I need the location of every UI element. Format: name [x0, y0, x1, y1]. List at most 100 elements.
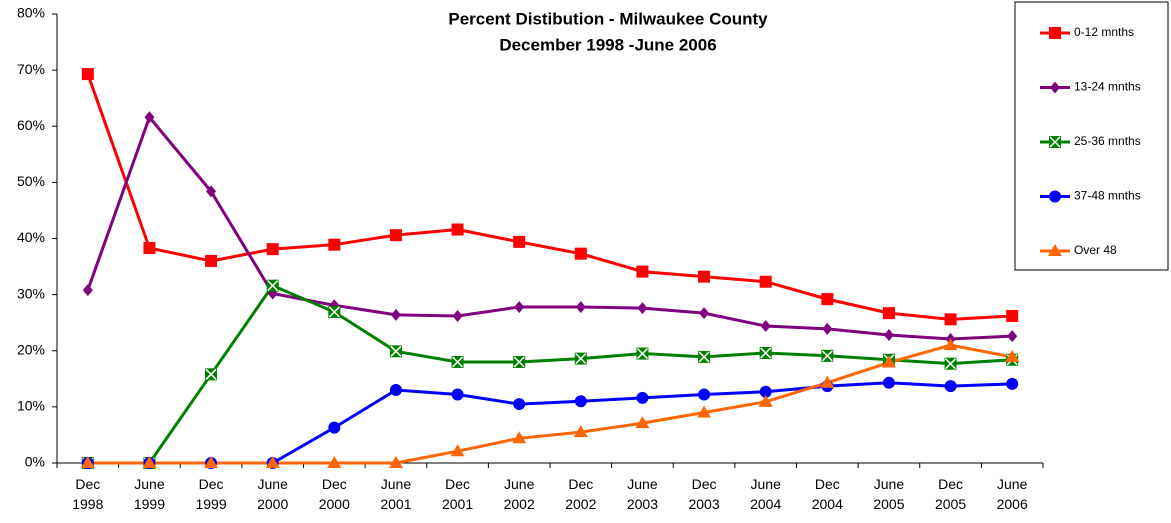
marker	[451, 223, 464, 236]
marker	[451, 388, 464, 401]
marker	[327, 456, 342, 468]
series-line	[87, 343, 1013, 465]
marker-cross	[1049, 136, 1061, 148]
marker	[574, 395, 587, 408]
y-tick-label: 40%	[17, 229, 45, 245]
x-tick-label: Dec 2004	[812, 476, 843, 512]
marker	[513, 398, 526, 411]
marker	[328, 238, 341, 251]
marker	[80, 456, 95, 468]
x-tick-label: June 2004	[750, 476, 781, 512]
x-tick-label: June 1999	[134, 476, 165, 512]
marker	[759, 275, 772, 288]
marker	[637, 302, 648, 315]
marker	[266, 243, 279, 256]
marker	[574, 352, 587, 365]
marker-cross	[636, 348, 648, 360]
marker	[512, 431, 527, 444]
marker	[389, 384, 402, 397]
y-tick-label: 50%	[17, 173, 45, 189]
chart-title: Percent Distibution - Milwaukee County	[448, 9, 768, 28]
marker-cross	[205, 368, 217, 380]
marker	[1049, 190, 1061, 203]
chart-subtitle: December 1998 -June 2006	[499, 35, 716, 54]
series-line	[87, 283, 1013, 465]
marker	[1049, 27, 1061, 39]
marker	[698, 350, 711, 363]
marker	[575, 300, 586, 313]
marker	[451, 355, 464, 368]
marker-cross	[760, 347, 772, 359]
marker	[452, 309, 463, 322]
marker	[1050, 81, 1060, 94]
y-tick-label: 60%	[17, 117, 45, 133]
marker	[513, 355, 526, 368]
x-tick-label: June 2006	[997, 476, 1028, 512]
marker	[759, 385, 772, 398]
marker	[635, 416, 650, 429]
x-tick-label: June 2001	[380, 476, 411, 512]
marker	[822, 322, 833, 335]
y-tick-label: 10%	[17, 398, 45, 414]
marker	[758, 394, 773, 407]
marker	[204, 456, 219, 468]
marker	[760, 320, 771, 333]
marker	[1049, 136, 1061, 148]
marker	[1048, 244, 1062, 256]
marker	[943, 338, 958, 351]
legend-label: Over 48	[1074, 243, 1117, 257]
marker-cross	[390, 345, 402, 357]
marker-cross	[452, 356, 464, 368]
marker	[266, 279, 279, 292]
marker	[698, 270, 711, 283]
marker	[265, 456, 280, 468]
marker	[1006, 309, 1019, 322]
marker	[573, 425, 588, 438]
x-tick-label: Dec 2005	[935, 476, 966, 512]
y-tick-label: 20%	[17, 341, 45, 357]
marker	[881, 355, 896, 368]
marker	[514, 300, 525, 313]
marker	[883, 329, 894, 342]
x-tick-label: June 2005	[873, 476, 904, 512]
x-tick-label: Dec 2002	[565, 476, 596, 512]
y-tick-label: 0%	[25, 454, 45, 470]
legend-label: 13-24 mnths	[1074, 80, 1141, 94]
marker	[698, 388, 711, 401]
marker	[81, 68, 94, 81]
y-tick-label: 80%	[17, 5, 45, 21]
marker	[1005, 349, 1020, 362]
marker	[636, 347, 649, 360]
marker	[1007, 330, 1018, 343]
marker-cross	[821, 350, 833, 362]
marker-cross	[575, 353, 587, 365]
marker	[205, 254, 218, 267]
x-tick-label: June 2003	[627, 476, 658, 512]
x-tick-label: Dec 1999	[195, 476, 226, 512]
marker	[82, 284, 93, 297]
y-tick-label: 70%	[17, 61, 45, 77]
marker	[944, 380, 957, 393]
marker	[206, 185, 217, 198]
marker	[944, 313, 957, 326]
legend-label: 25-36 mnths	[1074, 134, 1141, 148]
marker	[1006, 377, 1019, 390]
series-line	[86, 114, 1013, 341]
series-line	[86, 73, 1013, 321]
marker-cross	[698, 351, 710, 363]
marker	[759, 346, 772, 359]
marker	[388, 456, 403, 468]
marker	[821, 293, 834, 306]
legend-label: 0-12 mnths	[1074, 25, 1134, 39]
marker	[882, 307, 895, 320]
marker	[390, 308, 401, 321]
marker	[328, 421, 341, 434]
x-tick-label: June 2002	[504, 476, 535, 512]
x-tick-label: Dec 2003	[688, 476, 719, 512]
marker-cross	[513, 356, 525, 368]
marker	[574, 247, 587, 260]
marker	[697, 405, 712, 418]
marker-cross	[945, 358, 957, 370]
y-tick-label: 30%	[17, 285, 45, 301]
